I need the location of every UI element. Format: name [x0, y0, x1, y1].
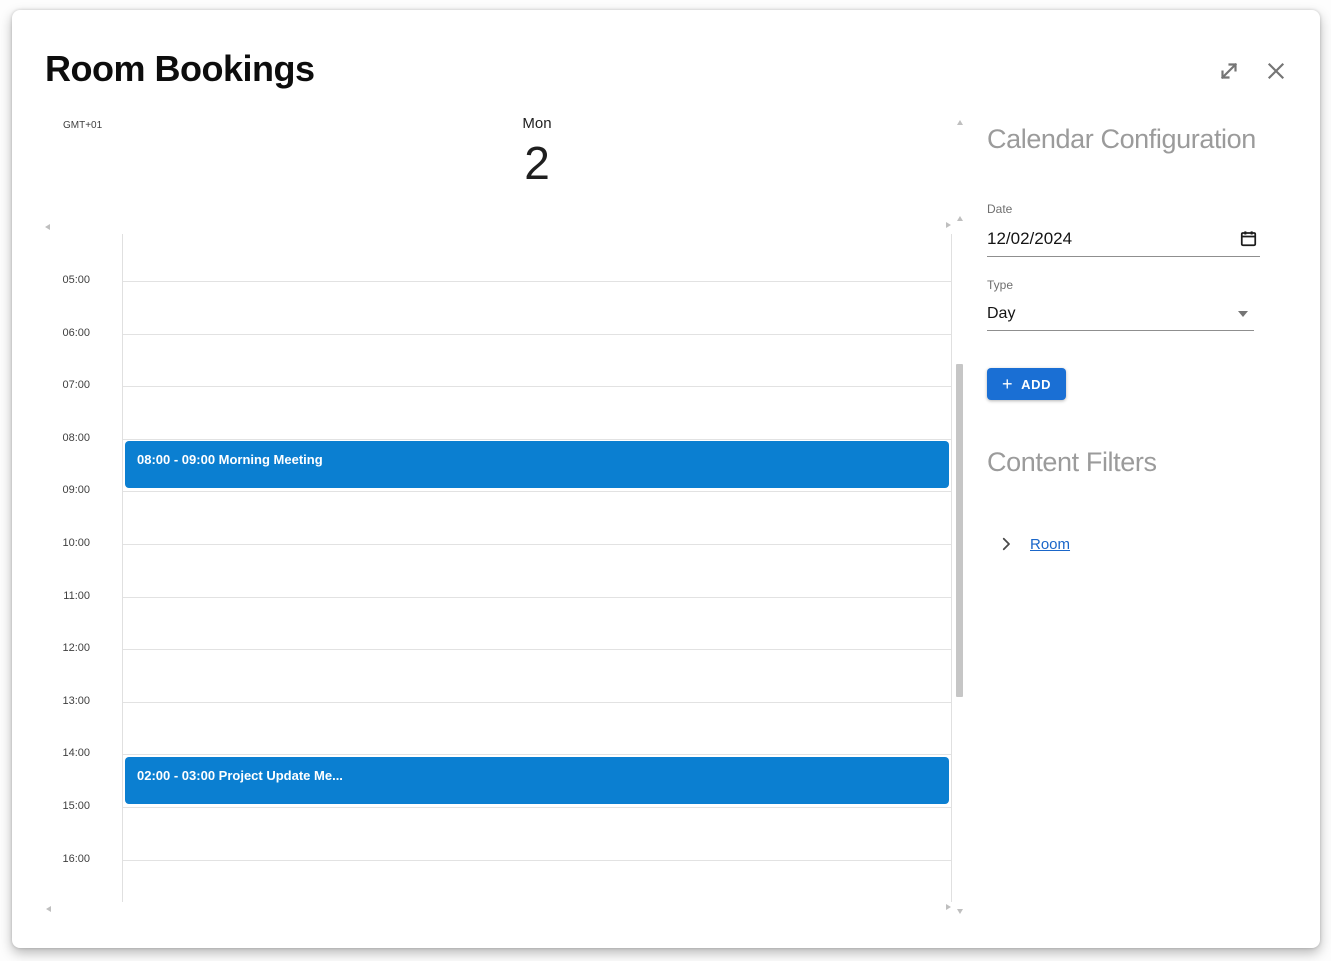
hour-gridline [123, 386, 951, 388]
time-label: 05:00 [62, 274, 90, 286]
content-filters-title: Content Filters [987, 447, 1157, 477]
type-select[interactable]: Day [987, 297, 1254, 331]
scroll-up-hint-icon [957, 120, 963, 125]
type-label: Type [987, 278, 1014, 292]
date-label: Date [987, 202, 1013, 216]
scroll-down-hint-icon [957, 909, 963, 914]
time-label: 08:00 [62, 431, 90, 444]
hour-gridline [123, 596, 951, 598]
chevron-down-icon [1238, 310, 1248, 317]
calendar-scrollbar-thumb[interactable] [956, 364, 963, 697]
add-button[interactable]: + ADD [987, 368, 1067, 400]
day-header[interactable]: Mon 2 [122, 115, 952, 187]
hour-gridline [123, 281, 951, 282]
scroll-left-hint-icon [45, 224, 50, 230]
day-name: Mon [522, 115, 552, 132]
calendar-grid[interactable]: 08:00 - 09:00 Morning Meeting 02:00 - 03:… [122, 234, 952, 902]
time-label: 13:00 [62, 694, 90, 707]
date-field[interactable]: 12/02/2024 [987, 221, 1260, 257]
chevron-right-icon[interactable] [997, 535, 1015, 553]
calendar-icon[interactable] [1239, 229, 1258, 248]
day-number: 2 [524, 137, 550, 189]
expand-icon[interactable] [1216, 58, 1242, 84]
room-filter-link[interactable]: Room [1030, 535, 1071, 553]
type-value: Day [987, 304, 1016, 322]
calendar-configuration-title: Calendar Configuration [987, 124, 1256, 154]
scroll-right-hint-icon [946, 904, 951, 910]
hour-gridline [123, 649, 951, 651]
hour-gridline [123, 491, 951, 493]
add-button-label: ADD [1021, 376, 1052, 392]
hour-gridline [123, 544, 951, 545]
close-icon[interactable] [1263, 58, 1289, 84]
hour-gridline [123, 701, 951, 703]
page-title: Room Bookings [45, 48, 315, 89]
hour-gridline [123, 754, 951, 756]
time-label: 07:00 [62, 379, 90, 392]
time-label: 06:00 [62, 326, 90, 339]
time-label: 14:00 [62, 747, 90, 760]
timezone-label: GMT+01 [63, 120, 103, 131]
time-label: 16:00 [62, 852, 90, 865]
time-label: 12:00 [62, 642, 90, 655]
plus-icon: + [1002, 374, 1014, 394]
room-bookings-dialog: Room Bookings GMT+01 Mon 2 05:00 06:00 07:… [12, 10, 1320, 948]
hour-gridline [123, 859, 951, 861]
hour-gridline [123, 438, 951, 440]
calendar-event[interactable]: 08:00 - 09:00 Morning Meeting [125, 441, 949, 489]
room-filter-row: Room [997, 535, 1070, 553]
hour-gridline [123, 807, 951, 808]
date-value: 12/02/2024 [987, 228, 1073, 248]
scroll-left-hint-icon [46, 906, 51, 912]
scroll-right-hint-icon [946, 222, 951, 228]
calendar-event[interactable]: 02:00 - 03:00 Project Update Me... [125, 756, 949, 804]
time-label: 10:00 [62, 537, 90, 549]
time-label: 09:00 [62, 484, 90, 497]
time-label: 15:00 [62, 800, 90, 812]
hour-gridline [123, 333, 951, 335]
time-label: 11:00 [63, 589, 90, 602]
scroll-up-hint-icon [957, 216, 963, 221]
